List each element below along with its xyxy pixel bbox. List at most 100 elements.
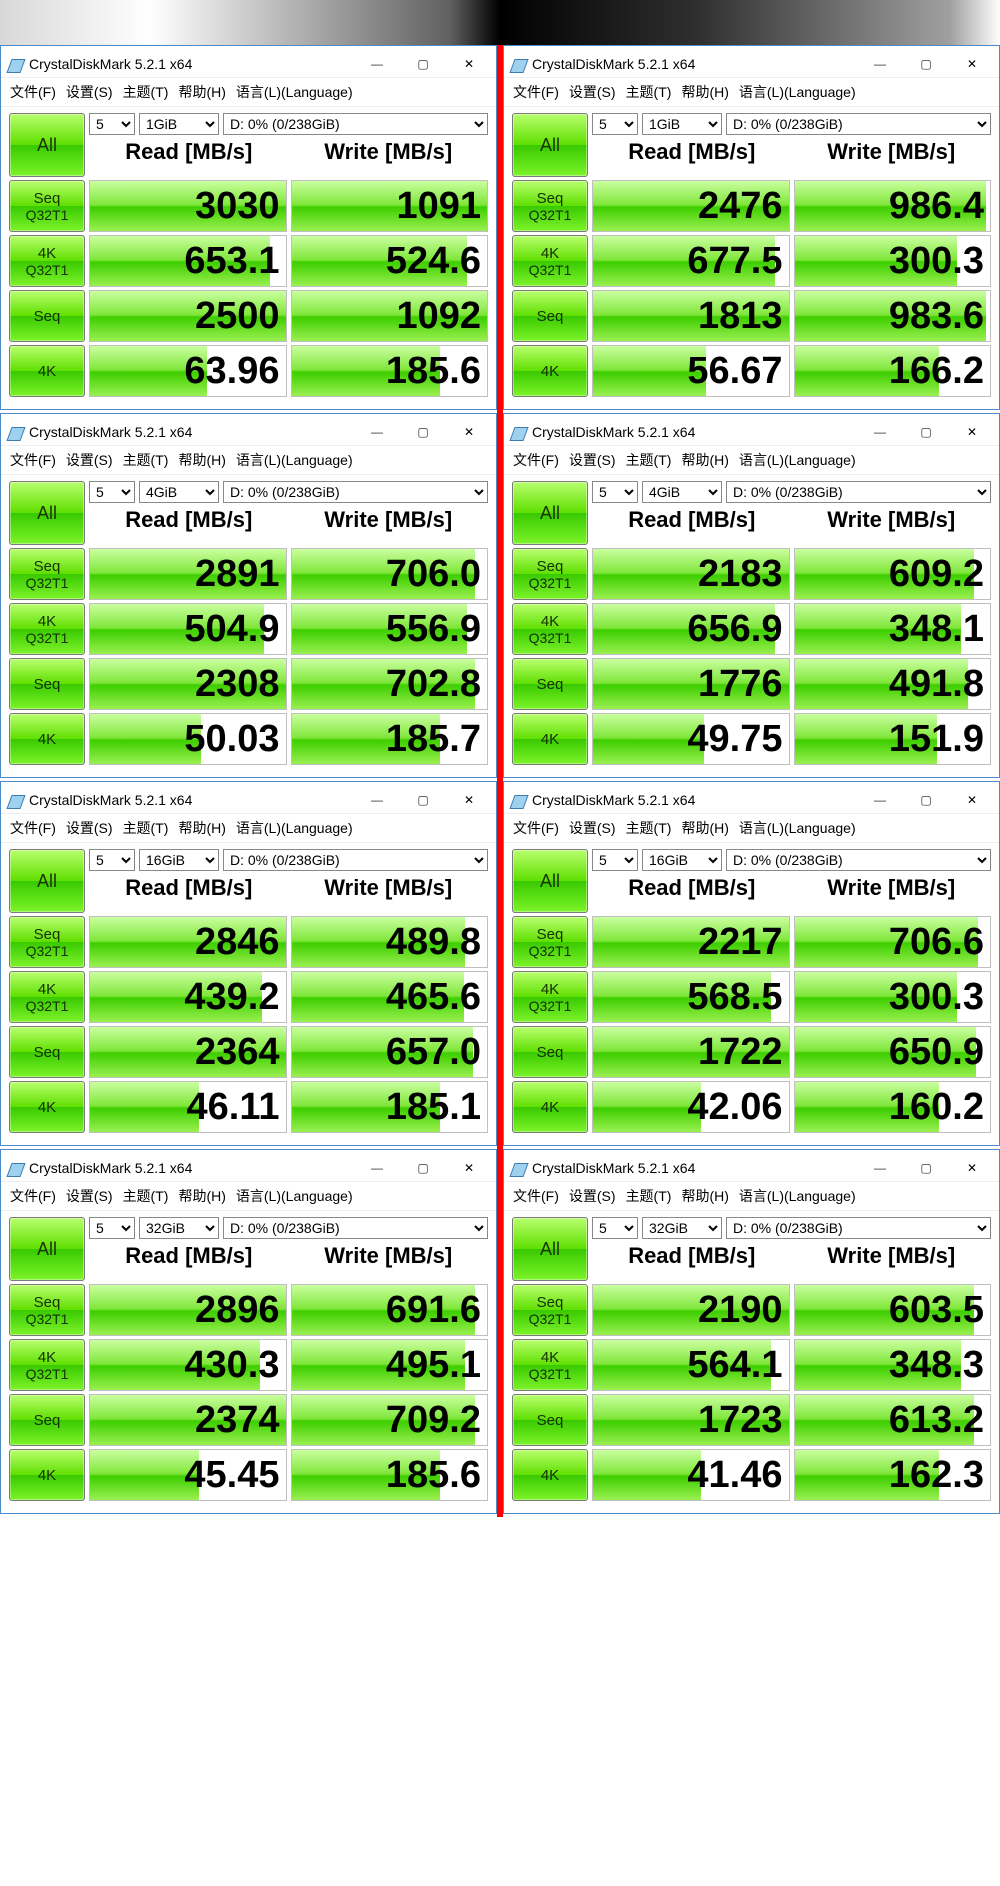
menu-item[interactable]: 文件(F) [7,818,59,838]
maximize-button[interactable]: ▢ [903,1156,949,1180]
test-button[interactable]: Seq [9,1394,85,1446]
menu-item[interactable]: 主题(T) [623,450,675,470]
minimize-button[interactable]: — [354,52,400,76]
menu-item[interactable]: 文件(F) [510,818,562,838]
menu-item[interactable]: 语言(L)(Language) [233,450,356,470]
test-size-select[interactable]: 16GiB [139,849,219,871]
menu-item[interactable]: 帮助(H) [678,450,731,470]
run-count-select[interactable]: 5 [592,1217,638,1239]
test-button[interactable]: 4KQ32T1 [9,603,85,655]
menu-item[interactable]: 帮助(H) [678,82,731,102]
maximize-button[interactable]: ▢ [400,1156,446,1180]
drive-select[interactable]: D: 0% (0/238GiB) [726,849,991,871]
test-button[interactable]: 4KQ32T1 [512,971,588,1023]
test-size-select[interactable]: 16GiB [642,849,722,871]
maximize-button[interactable]: ▢ [400,420,446,444]
minimize-button[interactable]: — [354,420,400,444]
menu-item[interactable]: 语言(L)(Language) [736,1186,859,1206]
drive-select[interactable]: D: 0% (0/238GiB) [726,1217,991,1239]
close-button[interactable]: ✕ [446,420,492,444]
all-button[interactable]: All [512,849,588,913]
test-size-select[interactable]: 1GiB [139,113,219,135]
menu-item[interactable]: 语言(L)(Language) [233,818,356,838]
menu-item[interactable]: 主题(T) [623,82,675,102]
drive-select[interactable]: D: 0% (0/238GiB) [223,113,488,135]
menu-item[interactable]: 设置(S) [63,1186,116,1206]
menu-item[interactable]: 帮助(H) [678,1186,731,1206]
menu-item[interactable]: 文件(F) [510,82,562,102]
minimize-button[interactable]: — [354,1156,400,1180]
close-button[interactable]: ✕ [949,788,995,812]
test-button[interactable]: 4K [9,345,85,397]
maximize-button[interactable]: ▢ [903,788,949,812]
close-button[interactable]: ✕ [949,1156,995,1180]
menu-item[interactable]: 设置(S) [566,1186,619,1206]
menu-item[interactable]: 语言(L)(Language) [736,450,859,470]
run-count-select[interactable]: 5 [89,113,135,135]
menu-item[interactable]: 帮助(H) [175,1186,228,1206]
close-button[interactable]: ✕ [949,420,995,444]
test-button[interactable]: SeqQ32T1 [9,916,85,968]
menu-item[interactable]: 主题(T) [120,450,172,470]
menu-item[interactable]: 文件(F) [510,1186,562,1206]
menu-item[interactable]: 设置(S) [63,82,116,102]
test-button[interactable]: 4K [512,1081,588,1133]
menu-item[interactable]: 语言(L)(Language) [233,82,356,102]
menu-item[interactable]: 设置(S) [566,450,619,470]
minimize-button[interactable]: — [857,788,903,812]
menu-item[interactable]: 文件(F) [7,82,59,102]
minimize-button[interactable]: — [857,420,903,444]
test-button[interactable]: 4K [512,1449,588,1501]
test-button[interactable]: 4KQ32T1 [512,1339,588,1391]
test-button[interactable]: 4K [512,713,588,765]
menu-item[interactable]: 主题(T) [623,1186,675,1206]
menu-item[interactable]: 语言(L)(Language) [736,818,859,838]
maximize-button[interactable]: ▢ [400,788,446,812]
menu-item[interactable]: 帮助(H) [175,818,228,838]
test-button[interactable]: SeqQ32T1 [512,1284,588,1336]
test-button[interactable]: 4K [9,713,85,765]
all-button[interactable]: All [512,113,588,177]
maximize-button[interactable]: ▢ [400,52,446,76]
test-button[interactable]: SeqQ32T1 [512,916,588,968]
drive-select[interactable]: D: 0% (0/238GiB) [223,849,488,871]
test-button[interactable]: Seq [9,658,85,710]
menu-item[interactable]: 设置(S) [63,818,116,838]
test-button[interactable]: 4K [512,345,588,397]
menu-item[interactable]: 设置(S) [63,450,116,470]
drive-select[interactable]: D: 0% (0/238GiB) [726,481,991,503]
test-button[interactable]: Seq [512,1394,588,1446]
close-button[interactable]: ✕ [949,52,995,76]
menu-item[interactable]: 主题(T) [623,818,675,838]
all-button[interactable]: All [512,481,588,545]
run-count-select[interactable]: 5 [592,113,638,135]
test-button[interactable]: 4KQ32T1 [9,971,85,1023]
test-size-select[interactable]: 4GiB [642,481,722,503]
test-size-select[interactable]: 4GiB [139,481,219,503]
test-button[interactable]: SeqQ32T1 [512,548,588,600]
test-button[interactable]: Seq [9,1026,85,1078]
test-size-select[interactable]: 1GiB [642,113,722,135]
close-button[interactable]: ✕ [446,788,492,812]
menu-item[interactable]: 文件(F) [7,1186,59,1206]
menu-item[interactable]: 设置(S) [566,82,619,102]
test-button[interactable]: 4K [9,1081,85,1133]
minimize-button[interactable]: — [857,52,903,76]
menu-item[interactable]: 语言(L)(Language) [736,82,859,102]
all-button[interactable]: All [9,849,85,913]
test-size-select[interactable]: 32GiB [139,1217,219,1239]
menu-item[interactable]: 主题(T) [120,818,172,838]
menu-item[interactable]: 主题(T) [120,82,172,102]
close-button[interactable]: ✕ [446,52,492,76]
maximize-button[interactable]: ▢ [903,420,949,444]
menu-item[interactable]: 设置(S) [566,818,619,838]
test-button[interactable]: SeqQ32T1 [512,180,588,232]
test-size-select[interactable]: 32GiB [642,1217,722,1239]
run-count-select[interactable]: 5 [89,1217,135,1239]
drive-select[interactable]: D: 0% (0/238GiB) [223,481,488,503]
menu-item[interactable]: 帮助(H) [678,818,731,838]
test-button[interactable]: SeqQ32T1 [9,548,85,600]
maximize-button[interactable]: ▢ [903,52,949,76]
menu-item[interactable]: 帮助(H) [175,82,228,102]
menu-item[interactable]: 语言(L)(Language) [233,1186,356,1206]
